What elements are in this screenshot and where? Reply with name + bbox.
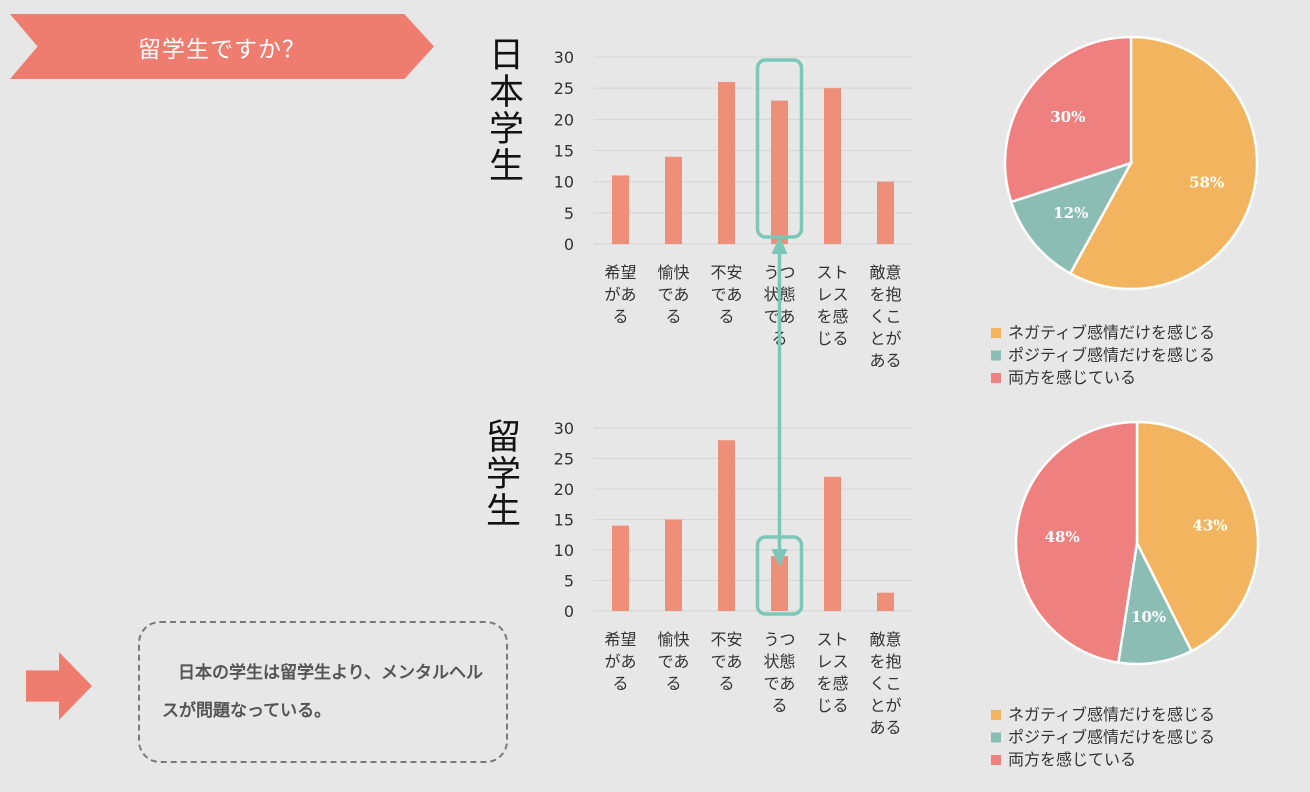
y-tick-label: 5 xyxy=(564,572,574,591)
y-tick-label: 30 xyxy=(554,48,574,67)
pie-value-label: 43% xyxy=(1192,517,1227,535)
bar xyxy=(771,556,788,611)
banner-label: 留学生ですか？ xyxy=(138,36,306,63)
pie-value-label: 58% xyxy=(1189,173,1224,191)
pie-slice xyxy=(1014,420,1139,664)
legend-label: 両方を感じている xyxy=(1008,750,1136,769)
bar xyxy=(877,181,894,244)
legend-swatch xyxy=(991,328,1001,338)
arrow-up-icon xyxy=(771,236,788,254)
bar xyxy=(665,519,682,611)
legend-swatch xyxy=(991,373,1001,383)
category-label: 希望がある xyxy=(604,263,636,326)
pie-slice xyxy=(1003,35,1133,204)
legend-swatch xyxy=(991,350,1001,361)
legend-swatch xyxy=(991,732,1001,743)
pie-value-label: 48% xyxy=(1045,528,1080,546)
y-tick-label: 0 xyxy=(564,235,574,254)
bar xyxy=(612,175,629,244)
category-label: 不安である xyxy=(710,263,742,326)
y-tick-label: 10 xyxy=(554,541,574,560)
legend-swatch xyxy=(991,755,1001,765)
banner-arrow: 留学生ですか？ xyxy=(10,14,434,79)
y-tick-label: 25 xyxy=(554,450,574,469)
category-label: 希望がある xyxy=(604,630,636,693)
legend-label: ネガティブ感情だけを感じる xyxy=(1008,705,1215,724)
japanese-students-title: 日本学生 xyxy=(483,36,523,184)
y-tick-label: 20 xyxy=(554,110,574,129)
conclusion-box: 日本の学生は留学生より、メンタルヘルスが問題なっている。 xyxy=(138,621,508,763)
category-label: 敵意を抱くことがある xyxy=(869,630,901,737)
bar xyxy=(718,81,735,244)
category-label: 不安である xyxy=(710,630,742,693)
bar xyxy=(612,525,629,611)
pie-slice xyxy=(1135,420,1260,653)
bar xyxy=(824,88,841,245)
category-label: 愉快である xyxy=(657,263,689,326)
bar xyxy=(718,440,735,611)
legend-label: ネガティブ感情だけを感じる xyxy=(1008,323,1215,342)
y-tick-label: 10 xyxy=(554,173,574,192)
arrow-down-icon xyxy=(771,549,788,567)
pie-value-label: 10% xyxy=(1131,608,1166,626)
category-label: うつ状態である xyxy=(763,630,795,715)
legend-label: 両方を感じている xyxy=(1008,368,1136,387)
bar xyxy=(665,156,682,244)
international-students-title: 留学生 xyxy=(480,418,520,529)
pie-slice xyxy=(1009,160,1134,276)
y-tick-label: 5 xyxy=(564,204,574,223)
bar xyxy=(824,476,841,611)
pie-value-label: 30% xyxy=(1050,108,1085,126)
legend-label: ポジティブ感情だけを感じる xyxy=(1008,346,1215,365)
category-label: 敵意を抱くことがある xyxy=(869,263,901,370)
pie-slice xyxy=(1068,35,1259,291)
y-tick-label: 20 xyxy=(554,480,574,499)
y-tick-label: 15 xyxy=(554,142,574,161)
y-tick-label: 15 xyxy=(554,511,574,530)
y-tick-label: 0 xyxy=(564,602,574,621)
conclusion-text: 日本の学生は留学生より、メンタルヘルスが問題なっている。 xyxy=(162,663,483,721)
bar xyxy=(771,100,788,244)
legend-swatch xyxy=(991,710,1001,720)
category-label: ストレスを感じる xyxy=(816,263,848,348)
pie-value-label: 12% xyxy=(1053,204,1088,222)
category-label: ストレスを感じる xyxy=(816,630,848,715)
category-label: 愉快である xyxy=(657,630,689,693)
y-tick-label: 30 xyxy=(554,419,574,438)
bar xyxy=(877,592,894,611)
legend-label: ポジティブ感情だけを感じる xyxy=(1008,728,1215,747)
pie-slice xyxy=(1116,538,1194,666)
y-tick-label: 25 xyxy=(554,79,574,98)
